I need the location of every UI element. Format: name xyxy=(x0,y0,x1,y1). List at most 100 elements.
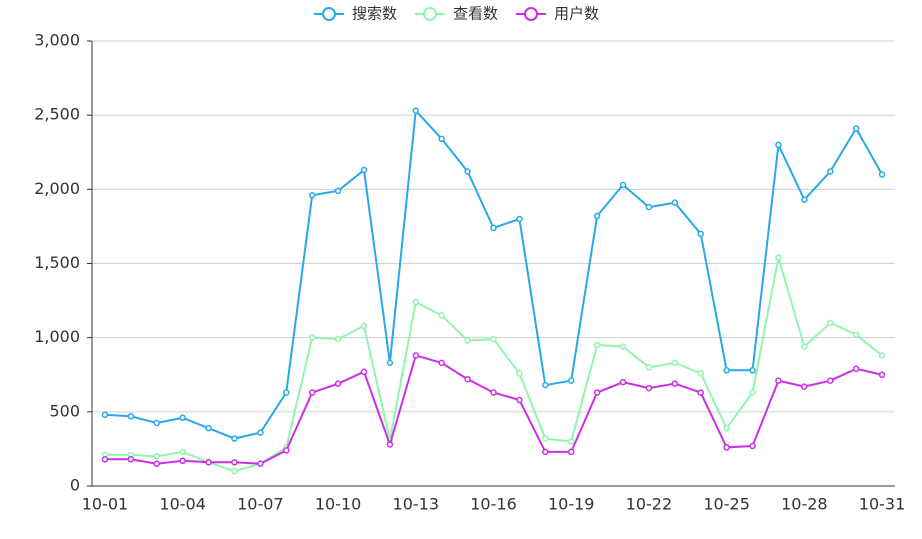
data-point xyxy=(593,212,601,220)
data-point xyxy=(283,447,290,454)
data-point xyxy=(645,364,653,371)
data-point xyxy=(334,335,342,343)
data-point xyxy=(257,429,264,436)
data-point xyxy=(542,435,549,442)
data-point xyxy=(231,435,238,442)
x-tick-label: 10-25 xyxy=(703,495,750,514)
data-point xyxy=(464,168,471,175)
data-point xyxy=(516,215,523,223)
data-point xyxy=(179,414,186,422)
data-point xyxy=(749,389,756,396)
x-tick-label: 10-22 xyxy=(626,495,673,514)
data-point xyxy=(542,448,549,456)
data-point xyxy=(257,460,264,467)
y-tick-label: 2,500 xyxy=(34,105,80,124)
x-tick-label: 10-01 xyxy=(82,495,129,514)
data-point xyxy=(490,335,497,343)
x-tick-label: 10-28 xyxy=(781,495,828,514)
data-point xyxy=(412,298,420,306)
y-tick-label: 0 xyxy=(70,476,80,495)
data-point xyxy=(878,171,886,178)
data-point xyxy=(567,377,575,384)
legend: 搜索数 查看数 用户数 xyxy=(314,5,599,23)
data-point xyxy=(697,370,704,377)
data-point xyxy=(101,456,109,463)
data-point xyxy=(619,378,627,386)
data-point xyxy=(179,448,186,456)
data-point xyxy=(878,352,886,359)
data-point xyxy=(852,331,860,338)
x-tick-label: 10-31 xyxy=(859,495,906,514)
data-point xyxy=(464,375,471,383)
y-tick-label: 2,000 xyxy=(34,179,80,198)
data-point xyxy=(308,192,316,199)
x-tick-label: 10-13 xyxy=(393,495,440,514)
data-point xyxy=(231,459,238,466)
data-point xyxy=(852,365,860,373)
legend-label: 用户数 xyxy=(554,5,599,23)
legend-icon-point xyxy=(322,7,336,21)
data-point xyxy=(671,359,679,367)
data-point xyxy=(723,444,730,451)
data-point xyxy=(360,322,368,330)
data-point xyxy=(671,380,679,387)
data-point xyxy=(179,457,186,465)
legend-label: 搜索数 xyxy=(352,5,397,23)
data-point xyxy=(127,456,135,463)
legend-icon-point xyxy=(524,7,539,21)
data-point xyxy=(801,343,808,350)
legend-label: 查看数 xyxy=(453,5,498,23)
data-point xyxy=(826,377,834,384)
data-point xyxy=(826,319,834,327)
data-point xyxy=(101,411,109,419)
data-point xyxy=(749,442,756,450)
data-point xyxy=(438,359,445,367)
data-point xyxy=(386,441,394,448)
data-point xyxy=(697,230,704,238)
data-point xyxy=(567,448,575,456)
data-point xyxy=(464,337,471,344)
x-tick-label: 10-04 xyxy=(159,495,206,514)
data-point xyxy=(490,389,497,396)
data-point xyxy=(490,224,497,232)
data-point xyxy=(775,254,782,261)
data-point xyxy=(567,438,575,445)
data-point xyxy=(826,168,834,175)
x-tick-label: 10-10 xyxy=(315,495,362,514)
data-point xyxy=(801,383,808,390)
data-point xyxy=(412,107,420,114)
data-point xyxy=(671,199,679,206)
data-point xyxy=(852,125,860,132)
data-point xyxy=(438,135,445,143)
series-line xyxy=(104,257,883,473)
data-point xyxy=(334,187,342,195)
data-point xyxy=(645,203,653,211)
data-point xyxy=(308,334,316,341)
data-point xyxy=(153,453,161,460)
data-point xyxy=(153,460,161,467)
legend-icon-point xyxy=(423,7,438,21)
data-point xyxy=(516,396,523,404)
y-tick-label: 500 xyxy=(49,401,80,420)
series-line xyxy=(104,354,883,465)
data-point xyxy=(360,368,368,376)
y-tick-label: 1,000 xyxy=(34,327,80,346)
data-point xyxy=(697,389,704,396)
data-point xyxy=(334,380,342,387)
data-point xyxy=(619,181,627,189)
data-point xyxy=(386,359,394,367)
data-point xyxy=(619,343,627,350)
data-point xyxy=(878,371,886,378)
data-point xyxy=(153,419,161,427)
x-tick-label: 10-19 xyxy=(548,495,595,514)
data-point xyxy=(127,413,135,420)
data-point xyxy=(308,389,316,396)
data-point xyxy=(775,377,782,384)
data-point xyxy=(205,459,212,466)
y-tick-label: 1,500 xyxy=(34,253,80,272)
data-point xyxy=(438,312,445,319)
x-tick-label: 10-07 xyxy=(237,495,284,514)
data-point xyxy=(749,367,756,374)
data-point xyxy=(283,389,290,396)
